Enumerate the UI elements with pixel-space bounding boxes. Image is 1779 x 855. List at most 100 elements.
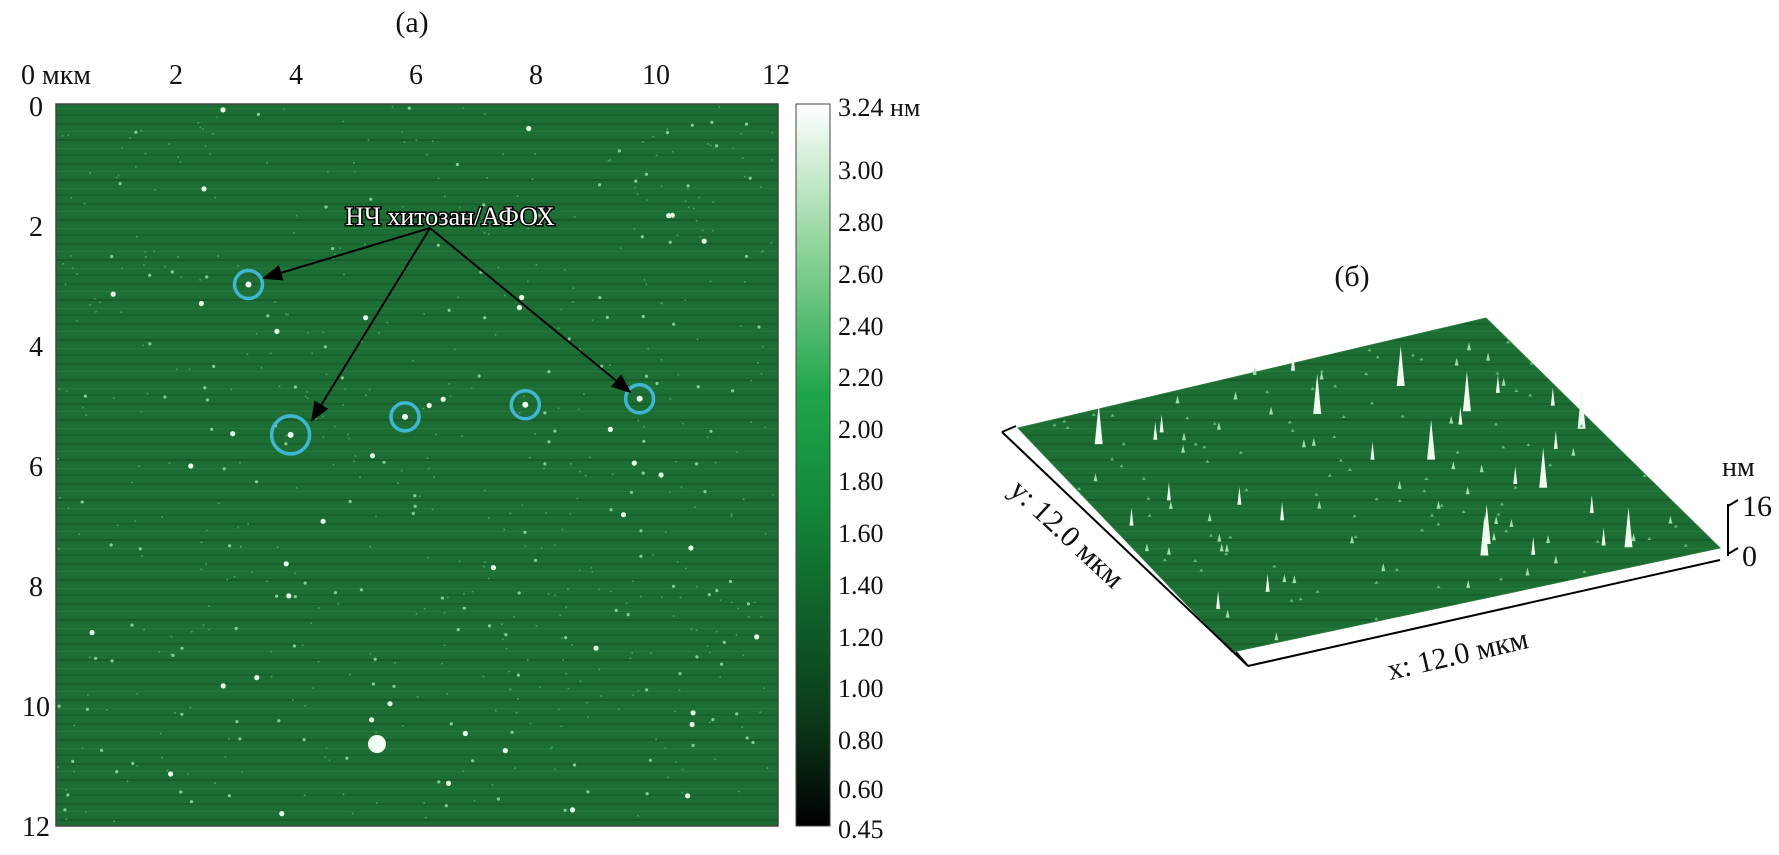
annotation-arrows	[262, 227, 632, 422]
colorbar-tick: 2.60	[838, 260, 884, 289]
surface-peak	[1147, 513, 1152, 517]
afm-speck	[274, 328, 280, 334]
afm-speck	[277, 719, 281, 723]
afm-speck	[284, 442, 288, 446]
afm-speck	[110, 659, 114, 663]
afm-speck	[526, 280, 529, 283]
afm-speck	[315, 417, 318, 420]
afm-speck	[413, 504, 417, 508]
afm-speck	[66, 793, 70, 797]
surface-peak	[1110, 413, 1115, 417]
afm-speck	[332, 463, 335, 466]
afm-speck	[706, 645, 709, 648]
surface-peak	[1280, 502, 1285, 521]
surface-peak	[1367, 348, 1372, 352]
afm-speck	[189, 800, 194, 804]
x-tick: 2	[169, 60, 183, 91]
afm-speck	[462, 770, 465, 773]
afm-speck	[730, 515, 733, 517]
afm-speck	[690, 628, 693, 631]
afm-speck	[482, 203, 486, 207]
afm-speck	[140, 129, 143, 132]
afm-speck	[161, 515, 163, 518]
colorbar-tick: 2.80	[838, 208, 884, 237]
particle-dot	[402, 413, 408, 420]
afm-speck	[471, 590, 474, 593]
afm-speck	[660, 185, 663, 188]
afm-speck	[238, 737, 242, 741]
afm-speck	[345, 756, 349, 760]
afm-speck	[348, 499, 352, 504]
surface-peak	[1465, 486, 1470, 495]
afm-speck	[625, 602, 628, 605]
afm-speck	[94, 656, 98, 661]
surface-peak	[1531, 536, 1536, 555]
surface-peak	[1461, 510, 1466, 513]
afm-speck	[572, 301, 574, 304]
afm-speck	[684, 299, 687, 302]
afm-speck	[234, 626, 238, 631]
afm-speck	[342, 120, 345, 123]
afm-speck	[605, 315, 609, 319]
afm-speck	[274, 301, 276, 304]
afm-speck	[170, 270, 174, 274]
afm-speck	[501, 638, 504, 641]
afm-speck	[140, 554, 143, 557]
afm-speck	[510, 730, 514, 734]
afm-speck	[337, 602, 340, 605]
afm-speck	[396, 482, 399, 485]
y-tick: 10	[22, 692, 50, 723]
afm-speck	[333, 425, 336, 428]
afm-speck	[647, 347, 650, 350]
afm-speck	[743, 280, 746, 283]
z-tick-mark	[1727, 547, 1739, 555]
surface-peak	[1506, 340, 1511, 344]
afm-speck	[138, 464, 141, 467]
afm-speck	[179, 161, 182, 164]
afm-speck	[565, 672, 568, 675]
surface-peak	[1269, 406, 1274, 415]
colorbar-tick: 1.20	[838, 623, 884, 652]
afm-speck	[401, 205, 404, 208]
afm-speck	[415, 139, 418, 142]
surface-peak	[1282, 574, 1287, 583]
surface-peak	[1193, 442, 1198, 446]
surface-peak	[1501, 445, 1506, 449]
colorbar-tick: 0.45	[838, 815, 884, 844]
afm-speck	[645, 688, 649, 692]
afm-speck	[279, 811, 285, 817]
surface-peak	[1397, 499, 1402, 502]
afm-speck	[344, 388, 347, 391]
afm-speck	[742, 498, 745, 501]
surface-peak	[1193, 559, 1198, 562]
afm-speck	[562, 659, 564, 662]
afm-speck	[641, 471, 645, 475]
afm-speck	[524, 544, 527, 547]
afm-speck	[353, 170, 356, 173]
afm-speck	[403, 141, 406, 144]
afm-speck	[432, 476, 435, 479]
afm-speck	[339, 247, 342, 250]
afm-speck	[712, 201, 715, 204]
afm-speck	[652, 135, 655, 138]
afm-speck	[266, 162, 269, 165]
surface-peak	[1313, 374, 1322, 414]
surface-peak	[1077, 487, 1082, 490]
afm-speck	[750, 421, 753, 424]
afm-speck	[270, 650, 272, 653]
surface-peak	[1553, 430, 1558, 449]
afm-speck	[163, 265, 166, 268]
afm-speck	[266, 314, 270, 318]
arrow	[429, 227, 632, 394]
surface-peak	[1315, 589, 1320, 593]
afm-speck	[67, 507, 70, 509]
surface-peak	[1571, 447, 1576, 456]
surface-peak	[1589, 495, 1594, 514]
afm-speck	[509, 688, 512, 691]
surface-peak	[1162, 558, 1167, 562]
afm-speck	[695, 629, 698, 632]
afm-speck	[681, 768, 684, 771]
afm-speck	[228, 544, 232, 548]
afm-speck	[189, 706, 192, 709]
afm-speck	[559, 614, 562, 617]
